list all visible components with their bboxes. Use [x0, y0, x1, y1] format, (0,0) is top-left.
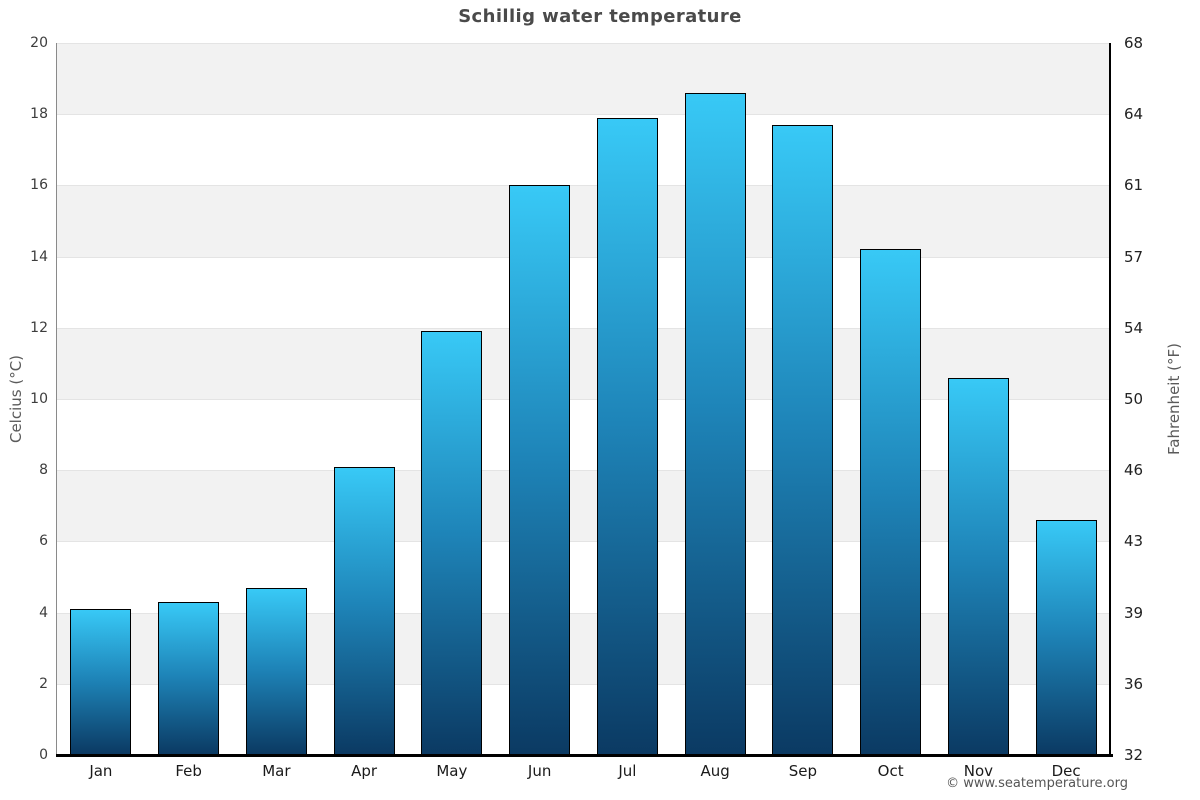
plot-band	[57, 185, 1110, 257]
bar-nov	[947, 377, 1009, 755]
bar-sep	[772, 124, 834, 755]
x-tick-label-apr: Apr	[351, 762, 378, 780]
y-tick-label-celsius: 14	[30, 248, 48, 265]
bar-dec	[1035, 520, 1097, 755]
y-tick-label-fahrenheit: 54	[1124, 318, 1144, 337]
chart-title: Schillig water temperature	[458, 6, 742, 27]
bar-jun	[509, 185, 571, 755]
bar-jul	[596, 117, 658, 755]
y-tick-label-celsius: 16	[30, 177, 48, 194]
x-tick-label-aug: Aug	[700, 762, 730, 780]
bar-aug	[684, 92, 746, 755]
x-tick-label-jul: Jul	[618, 762, 637, 780]
plot-band	[57, 256, 1110, 328]
x-tick-label-may: May	[436, 762, 468, 780]
y-axis-label-fahrenheit: Fahrenheit (°F)	[1165, 343, 1183, 455]
y-axis-line-left	[56, 43, 57, 755]
y-tick-label-celsius: 0	[39, 747, 48, 763]
plot-band	[57, 399, 1110, 471]
x-tick-label-dec: Dec	[1051, 762, 1081, 780]
y-tick-label-fahrenheit: 61	[1124, 176, 1144, 195]
y-axis-line-right	[1109, 43, 1111, 755]
x-tick-label-mar: Mar	[262, 762, 291, 780]
y-tick-label-fahrenheit: 68	[1124, 34, 1144, 52]
x-tick-label-nov: Nov	[963, 762, 994, 780]
plot-band	[57, 541, 1110, 613]
y-tick-label-fahrenheit: 46	[1124, 461, 1144, 480]
x-tick-label-oct: Oct	[877, 762, 904, 780]
y-tick-label-fahrenheit: 43	[1124, 532, 1144, 551]
y-tick-label-celsius: 8	[39, 462, 48, 479]
plot-band	[57, 683, 1110, 755]
bar-may	[421, 331, 483, 755]
x-tick-label-feb: Feb	[175, 762, 202, 780]
bar-apr	[333, 466, 395, 755]
x-tick-label-sep: Sep	[788, 762, 818, 780]
x-axis-line	[56, 754, 1113, 757]
y-tick-label-fahrenheit: 50	[1124, 390, 1144, 408]
y-tick-label-celsius: 6	[39, 533, 48, 550]
y-tick-label-celsius: 10	[30, 391, 48, 407]
y-tick-label-celsius: 2	[39, 675, 48, 692]
plot-band	[57, 327, 1110, 399]
y-tick-label-fahrenheit: 64	[1124, 105, 1144, 124]
plot-area	[57, 43, 1110, 755]
plot-band	[57, 470, 1110, 542]
y-tick-label-fahrenheit: 57	[1124, 247, 1144, 266]
copyright-text[interactable]: © www.seatemperature.org	[946, 776, 1128, 791]
y-tick-label-celsius: 18	[30, 106, 48, 123]
y-tick-label-celsius: 12	[30, 319, 48, 336]
y-tick-label-celsius: 4	[39, 604, 48, 621]
plot-band	[57, 43, 1110, 115]
plot-band	[57, 114, 1110, 186]
y-tick-label-celsius: 20	[30, 35, 48, 51]
y-tick-label-fahrenheit: 39	[1124, 603, 1144, 622]
x-tick-label-jan: Jan	[89, 762, 113, 780]
bar-jan	[70, 609, 132, 755]
y-tick-label-fahrenheit: 32	[1124, 746, 1144, 764]
bar-feb	[158, 601, 220, 755]
plot-band	[57, 612, 1110, 684]
x-tick-label-jun: Jun	[527, 762, 552, 780]
y-tick-label-fahrenheit: 36	[1124, 674, 1144, 693]
bar-oct	[860, 249, 922, 755]
bar-mar	[245, 587, 307, 755]
